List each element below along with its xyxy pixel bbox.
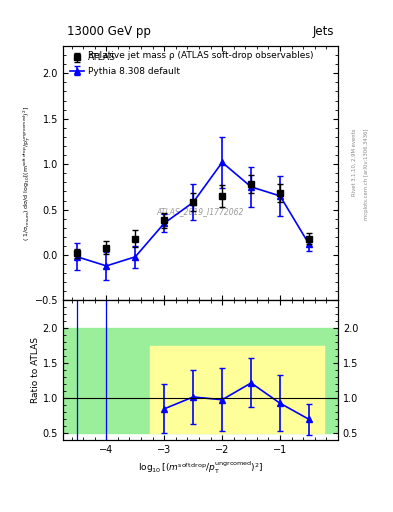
Y-axis label: ( 1/σ$_{\rm resum}$) dσ/d log$_{10}$[(m$^{\rm soft\,drop}$/p$_T^{\rm ungroomed}$: ( 1/σ$_{\rm resum}$) dσ/d log$_{10}$[(m$… [22, 105, 33, 241]
Y-axis label: Ratio to ATLAS: Ratio to ATLAS [31, 337, 40, 403]
Text: 13000 GeV pp: 13000 GeV pp [67, 26, 151, 38]
Text: Relative jet mass ρ (ATLAS soft-drop observables): Relative jet mass ρ (ATLAS soft-drop obs… [88, 51, 313, 60]
Legend: ATLAS, Pythia 8.308 default: ATLAS, Pythia 8.308 default [67, 51, 183, 78]
Text: ATLAS_2019_I1772062: ATLAS_2019_I1772062 [157, 207, 244, 216]
Text: Jets: Jets [312, 26, 334, 38]
Text: Rivet 3.1.10, 2.9M events: Rivet 3.1.10, 2.9M events [352, 128, 357, 196]
X-axis label: $\log_{10}[(m^{\rm soft\,drop}/p_{\rm T}^{\rm ungroomed})^2]$: $\log_{10}[(m^{\rm soft\,drop}/p_{\rm T}… [138, 459, 263, 476]
Text: mcplots.cern.ch [arXiv:1306.3436]: mcplots.cern.ch [arXiv:1306.3436] [364, 128, 369, 220]
